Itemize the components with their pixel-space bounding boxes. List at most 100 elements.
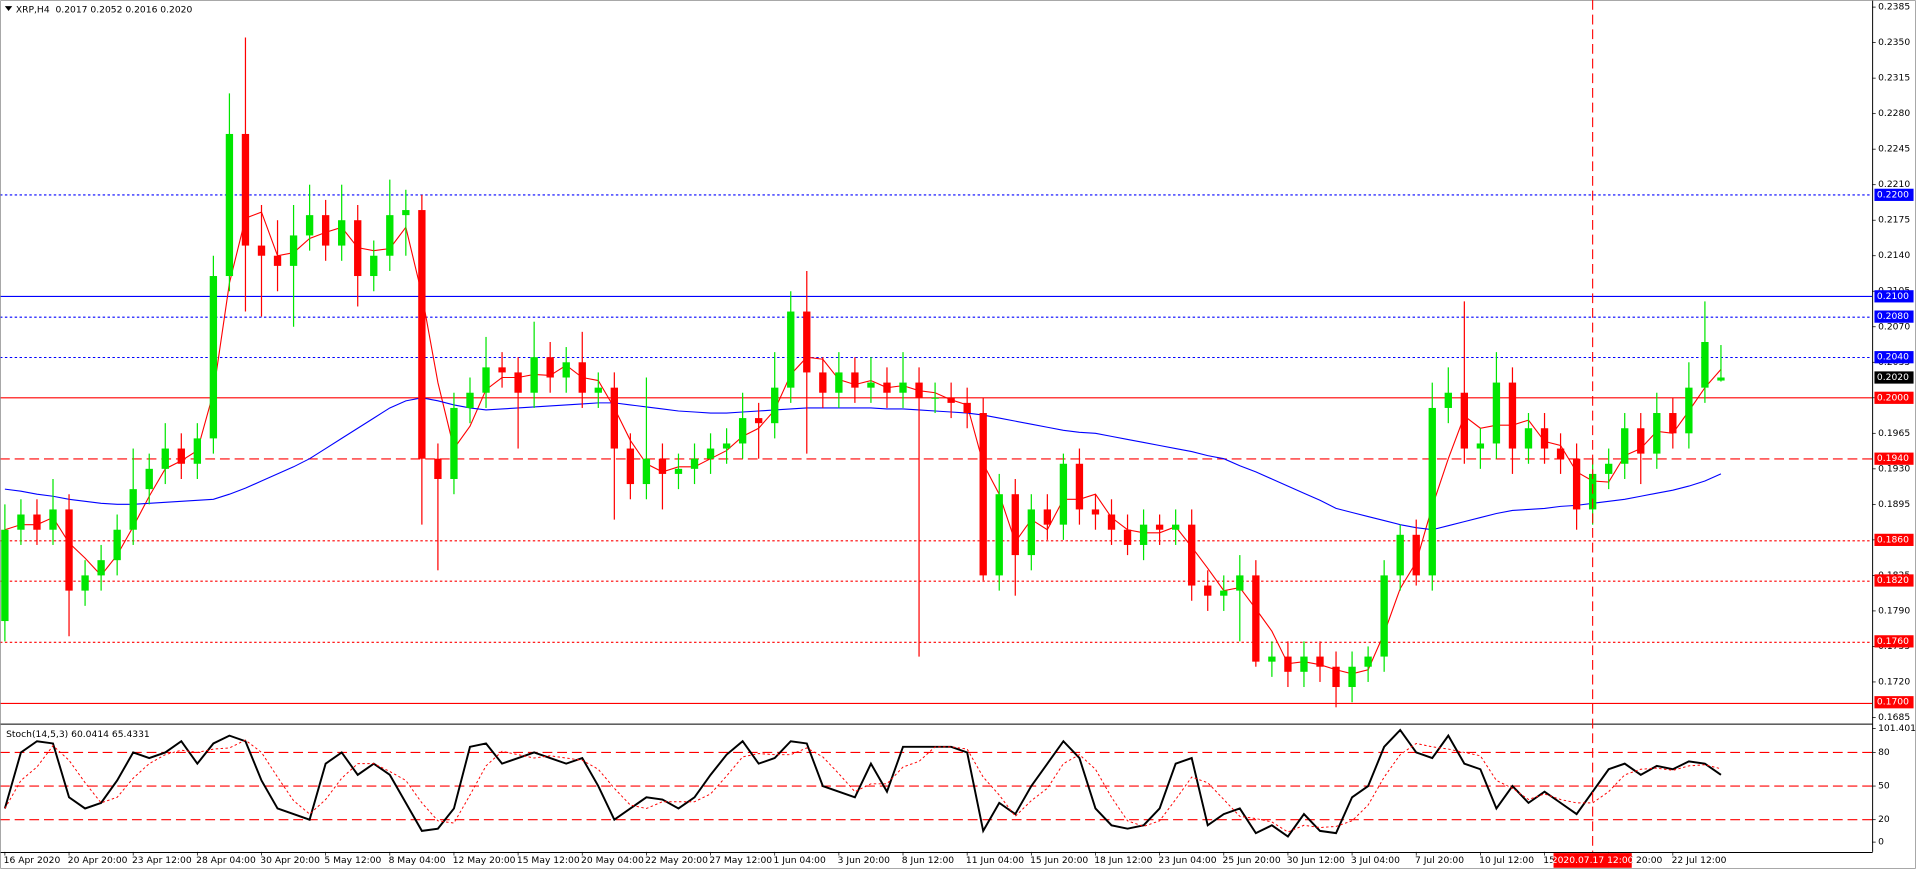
y-tick-label: 0.2280 [1878, 108, 1910, 119]
candle-body [658, 458, 667, 474]
x-tick-label: 8 Jun 12:00 [902, 855, 955, 866]
candle-body [17, 514, 25, 530]
y-tick-label: 0.2140 [1878, 250, 1910, 261]
candle-body [1412, 534, 1420, 576]
candle-body [1171, 524, 1180, 530]
candle-body [1364, 656, 1372, 667]
candle-body [1428, 407, 1436, 576]
level-label: 0.1940 [1877, 453, 1909, 464]
candle-body [1155, 524, 1164, 530]
candle-body [113, 529, 121, 561]
x-tick-label: 3 Jul 04:00 [1351, 855, 1400, 866]
candle-body [161, 448, 169, 469]
candle-body [466, 392, 474, 408]
candle-body [434, 458, 442, 479]
candle-body [1107, 514, 1116, 530]
x-tick-label: 12 May 20:00 [453, 855, 516, 866]
candle-body [1059, 463, 1068, 525]
candle-body [1236, 575, 1244, 591]
y-tick-label: 0.2175 [1878, 215, 1910, 226]
candle-body [1653, 413, 1661, 454]
candle-body [209, 276, 218, 439]
candle-body [851, 372, 859, 388]
y-tick-label: 0.2245 [1878, 144, 1910, 155]
y-tick-label: 0.1930 [1878, 463, 1910, 474]
x-tick-label: 15 Jun 20:00 [1030, 855, 1088, 866]
candle-body [530, 357, 538, 393]
x-tick-label: 7 Jul 20:00 [1415, 855, 1464, 866]
x-tick-label: 30 Jun 12:00 [1287, 855, 1345, 866]
x-tick-label: 3 Jun 20:00 [838, 855, 891, 866]
candle-body [706, 448, 715, 459]
candle-body [1444, 392, 1452, 408]
chart-title: XRP,H4 0.2017 0.2052 0.2016 0.2020 [16, 4, 193, 15]
candle-body [899, 382, 907, 393]
candle-body [674, 468, 683, 474]
candle-body [1605, 463, 1613, 474]
x-tick-label: 20 Apr 20:00 [68, 855, 128, 866]
level-label-box [1874, 696, 1914, 709]
candle-body [1220, 590, 1228, 596]
candle-body [883, 382, 891, 393]
candle-body [915, 382, 923, 398]
candle-body [1476, 443, 1485, 449]
level-label-box [1874, 533, 1914, 546]
candle-body [722, 443, 731, 449]
candle-body [787, 311, 795, 388]
level-label-box [1874, 310, 1914, 323]
candle-body [498, 367, 506, 373]
candle-body [835, 372, 843, 393]
level-label: 0.2040 [1877, 352, 1909, 363]
candle-body [289, 235, 298, 266]
y-tick-label: 0.1720 [1878, 676, 1910, 687]
crosshair-label: 2020.07.17 12:00 [1552, 855, 1634, 866]
candle-body [129, 489, 137, 530]
candle-body [514, 372, 522, 393]
candle-body [145, 468, 153, 490]
candle-body [370, 255, 378, 277]
candle-body [257, 245, 266, 256]
y-tick-label: 20 [1878, 814, 1890, 825]
price-label: 0.2020 [1877, 372, 1909, 383]
x-tick-label: 10 Jul 12:00 [1479, 855, 1534, 866]
candle-body [1123, 529, 1132, 545]
candle-body [354, 220, 362, 277]
candle-body [1717, 377, 1725, 381]
candle-body [1524, 428, 1533, 449]
x-tick-label: 5 May 12:00 [324, 855, 381, 866]
candle-body [1669, 413, 1677, 434]
y-tick-label: 50 [1878, 781, 1890, 792]
x-tick-label: 8 May 04:00 [389, 855, 446, 866]
level-label: 0.1700 [1877, 697, 1909, 708]
candle-body [338, 220, 346, 246]
candle-body [1011, 494, 1019, 556]
x-tick-label: 23 Apr 12:00 [132, 855, 192, 866]
y-tick-label: 0 [1878, 837, 1884, 848]
candle-body [1396, 534, 1404, 576]
candle-body [1685, 387, 1693, 434]
level-label-box [1874, 188, 1914, 201]
price-label-box [1874, 371, 1914, 384]
candle-body [177, 448, 185, 464]
candle-body [979, 413, 987, 576]
candle-body [771, 387, 779, 424]
y-tick-label: 0.1685 [1878, 712, 1910, 723]
level-label-box [1874, 351, 1914, 364]
level-label: 0.1820 [1877, 575, 1909, 586]
level-label-box [1874, 452, 1914, 465]
candle-body [1043, 509, 1052, 525]
candle-body [803, 311, 811, 373]
level-label-box [1874, 290, 1914, 303]
candle-body [305, 215, 314, 236]
y-tick-label: 0.2385 [1878, 2, 1910, 13]
candle-body [1572, 458, 1581, 510]
candle-body [867, 382, 875, 388]
oscillator-line [3, 728, 1722, 838]
candle-body [562, 362, 570, 378]
candle-body [1508, 382, 1517, 449]
candle-body [97, 560, 105, 576]
candle-body [1348, 666, 1356, 688]
